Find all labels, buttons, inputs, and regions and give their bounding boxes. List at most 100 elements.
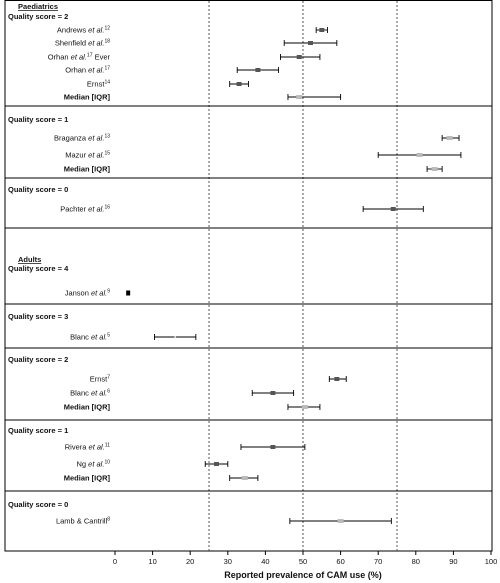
section-label: Quality score = 1: [8, 115, 68, 124]
point-estimate: [174, 336, 176, 338]
row-label: Shenfield et al.18: [55, 39, 110, 48]
x-axis-title: Reported prevalence of CAM use (%): [224, 570, 382, 580]
row-label-etal: et al.: [86, 66, 104, 75]
section-label: Quality score = 0: [8, 500, 68, 509]
row-label-name: Ernst: [90, 375, 108, 384]
row-label-ref: 9: [107, 289, 110, 295]
row-label-name: Braganza: [54, 134, 87, 143]
x-tick-label: 70: [374, 557, 382, 566]
row-label-name: Lamb & Cantrill: [56, 517, 108, 526]
row-label-ref: 6: [107, 389, 110, 395]
row-label: Ng et al.10: [77, 460, 111, 469]
row-label-ref: 5: [107, 333, 110, 339]
row-label-ref: 7: [107, 375, 110, 381]
point-estimate: [416, 153, 423, 157]
row-label-name: Pachter: [60, 205, 86, 214]
row-label: Orhan et al.17 Ever: [48, 53, 111, 62]
row-label: Ernst14: [87, 80, 110, 89]
row-label-name: Median [IQR]: [64, 403, 111, 412]
row-label-name: Orhan: [48, 53, 69, 62]
row-label-etal: et al.: [86, 26, 104, 35]
point-estimate: [270, 445, 276, 449]
point-estimate: [236, 82, 242, 86]
x-tick-label: 50: [299, 557, 307, 566]
row-label-etal: et al.: [86, 443, 104, 452]
row-label-name: Median [IQR]: [64, 165, 111, 174]
row-label-ref: 18: [104, 39, 110, 45]
section-label: Quality score = 1: [8, 426, 68, 435]
row-label-name: Median [IQR]: [64, 474, 111, 483]
row-label: Ernst7: [90, 375, 111, 384]
row-label-ref: 17: [87, 53, 93, 59]
point-estimate: [308, 41, 314, 45]
row-label-ref: 14: [104, 80, 110, 86]
row-label-ref: 15: [104, 151, 110, 157]
row-label-name: Blanc: [70, 389, 89, 398]
point-estimate: [214, 462, 220, 466]
row-label-name: Blanc: [70, 333, 89, 342]
row-label: Braganza et al.13: [54, 134, 110, 143]
row-label-name: Andrews: [57, 26, 86, 35]
row-label: Janson et al.9: [65, 289, 111, 298]
row-label-etal: et al.: [86, 151, 104, 160]
row-label-name: Ernst: [87, 80, 105, 89]
row-label: Blanc et al.6: [70, 389, 110, 398]
x-tick-label: 80: [412, 557, 420, 566]
group-heading: Adults: [18, 255, 41, 264]
row-label-etal: et al.: [86, 39, 104, 48]
row-label-etal: et al.: [89, 389, 107, 398]
row-label-name: Orhan: [65, 66, 86, 75]
row-label-name: Shenfield: [55, 39, 86, 48]
point-estimate: [431, 167, 438, 171]
group-heading: Paediatrics: [18, 2, 58, 11]
row-label: Lamb & Cantrill8: [56, 517, 110, 526]
row-label: Median [IQR]: [64, 165, 111, 174]
point-estimate: [241, 476, 248, 480]
row-label: Median [IQR]: [64, 403, 111, 412]
section-label: Quality score = 3: [8, 312, 68, 321]
row-label-name: Ng: [77, 460, 87, 469]
x-tick-label: 90: [449, 557, 457, 566]
point-estimate: [126, 290, 131, 296]
row-label-etal: et al.: [89, 333, 107, 342]
x-tick-label: 0: [113, 557, 117, 566]
row-label: Rivera et al.11: [65, 443, 110, 452]
row-label: Mazur et al.15: [65, 151, 110, 160]
row-label: Andrews et al.12: [57, 26, 110, 35]
x-tick-label: 30: [224, 557, 232, 566]
x-tick-label: 10: [148, 557, 156, 566]
x-tick-label: 40: [261, 557, 269, 566]
point-estimate: [255, 68, 261, 72]
point-estimate: [296, 95, 303, 99]
section-label: Quality score = 4: [8, 264, 69, 273]
point-estimate: [296, 55, 302, 59]
row-label-name: Median [IQR]: [64, 93, 111, 102]
row-label: Median [IQR]: [64, 93, 111, 102]
point-estimate: [319, 28, 325, 32]
row-label: Blanc et al.5: [70, 333, 110, 342]
row-label-name: Janson: [65, 289, 89, 298]
row-label-name: Rivera: [65, 443, 88, 452]
row-label: Orhan et al.17: [65, 66, 110, 75]
section-label: Quality score = 2: [8, 355, 68, 364]
row-label-etal: et al.: [89, 289, 107, 298]
point-estimate: [390, 207, 396, 211]
section-label: Quality score = 2: [8, 12, 68, 21]
row-label-etal: et al.: [69, 53, 87, 62]
point-estimate: [334, 377, 340, 381]
row-label-ref: 10: [104, 460, 110, 466]
plot-frame: [4, 0, 493, 552]
x-tick-label: 20: [186, 557, 194, 566]
row-label-ref: 16: [104, 205, 110, 211]
row-label: Pachter et al.16: [60, 205, 110, 214]
point-estimate: [301, 405, 308, 409]
row-label-etal: et al.: [86, 205, 104, 214]
row-label-etal: et al.: [86, 134, 104, 143]
row-label-ref: 17: [104, 66, 110, 72]
row-label-ref: 11: [105, 443, 110, 449]
point-estimate: [270, 391, 276, 395]
point-estimate: [446, 136, 453, 140]
row-label: Median [IQR]: [64, 474, 111, 483]
